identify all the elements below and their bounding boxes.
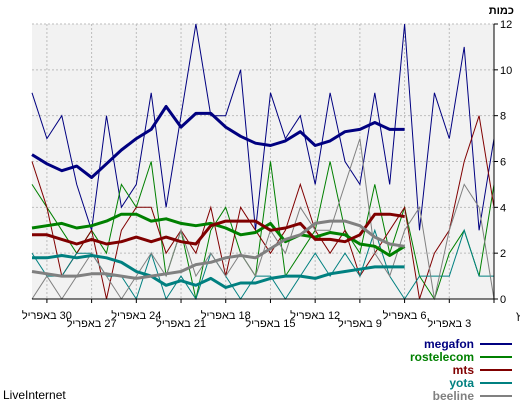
- average-line-megafon: [31, 105, 405, 179]
- x-tick-label: 9 באפריל: [338, 317, 382, 330]
- average-line-mts: [32, 212, 405, 246]
- legend-label-mts: mts: [453, 363, 475, 377]
- x-tick-label: 6 באפריל: [383, 309, 427, 322]
- x-tick-label: 27 באפריל: [67, 317, 117, 330]
- x-tick-label: 24 באפריל: [111, 309, 161, 322]
- y-tick-label: 10: [500, 65, 512, 77]
- x-tick-label: 3 באפריל: [427, 317, 471, 330]
- y-ticks: 0 2 4 6 8 10 12: [494, 19, 512, 306]
- x-tick-label: 15 באפריל: [245, 317, 295, 330]
- x-tick-label: 12 באפריל: [290, 309, 340, 322]
- legend-label-megafon: megafon: [424, 337, 474, 351]
- y-tick-label: 0: [500, 294, 506, 306]
- average-lines: [31, 105, 406, 289]
- x-tick-label: 30 באפריל: [22, 309, 72, 322]
- series-line-yota: [31, 228, 494, 301]
- brand-label: LiveInternet: [3, 388, 66, 402]
- x-tick-label: 31 במרץ: [516, 310, 520, 322]
- y-tick-label: 2: [500, 248, 506, 260]
- average-line-beeline: [31, 219, 405, 280]
- y-tick-label: 4: [500, 202, 506, 214]
- series-line-mts: [31, 115, 495, 300]
- series-line-megafon: [31, 23, 495, 231]
- legend-label-rostelecom: rostelecom: [410, 350, 474, 364]
- y-tick-label: 12: [500, 19, 512, 31]
- y-tick-label: 8: [500, 111, 506, 123]
- average-line-rostelecom: [31, 212, 406, 257]
- average-line-yota: [32, 254, 405, 289]
- legend-label-beeline: beeline: [433, 389, 475, 403]
- series-line-rostelecom: [31, 161, 495, 301]
- legend-label-yota: yota: [449, 376, 474, 390]
- x-tick-label: 21 באפריל: [156, 317, 206, 330]
- y-unit-label: כמות: [489, 5, 514, 17]
- x-tick-label: 18 באפריל: [201, 309, 251, 322]
- y-tick-label: 6: [500, 157, 506, 169]
